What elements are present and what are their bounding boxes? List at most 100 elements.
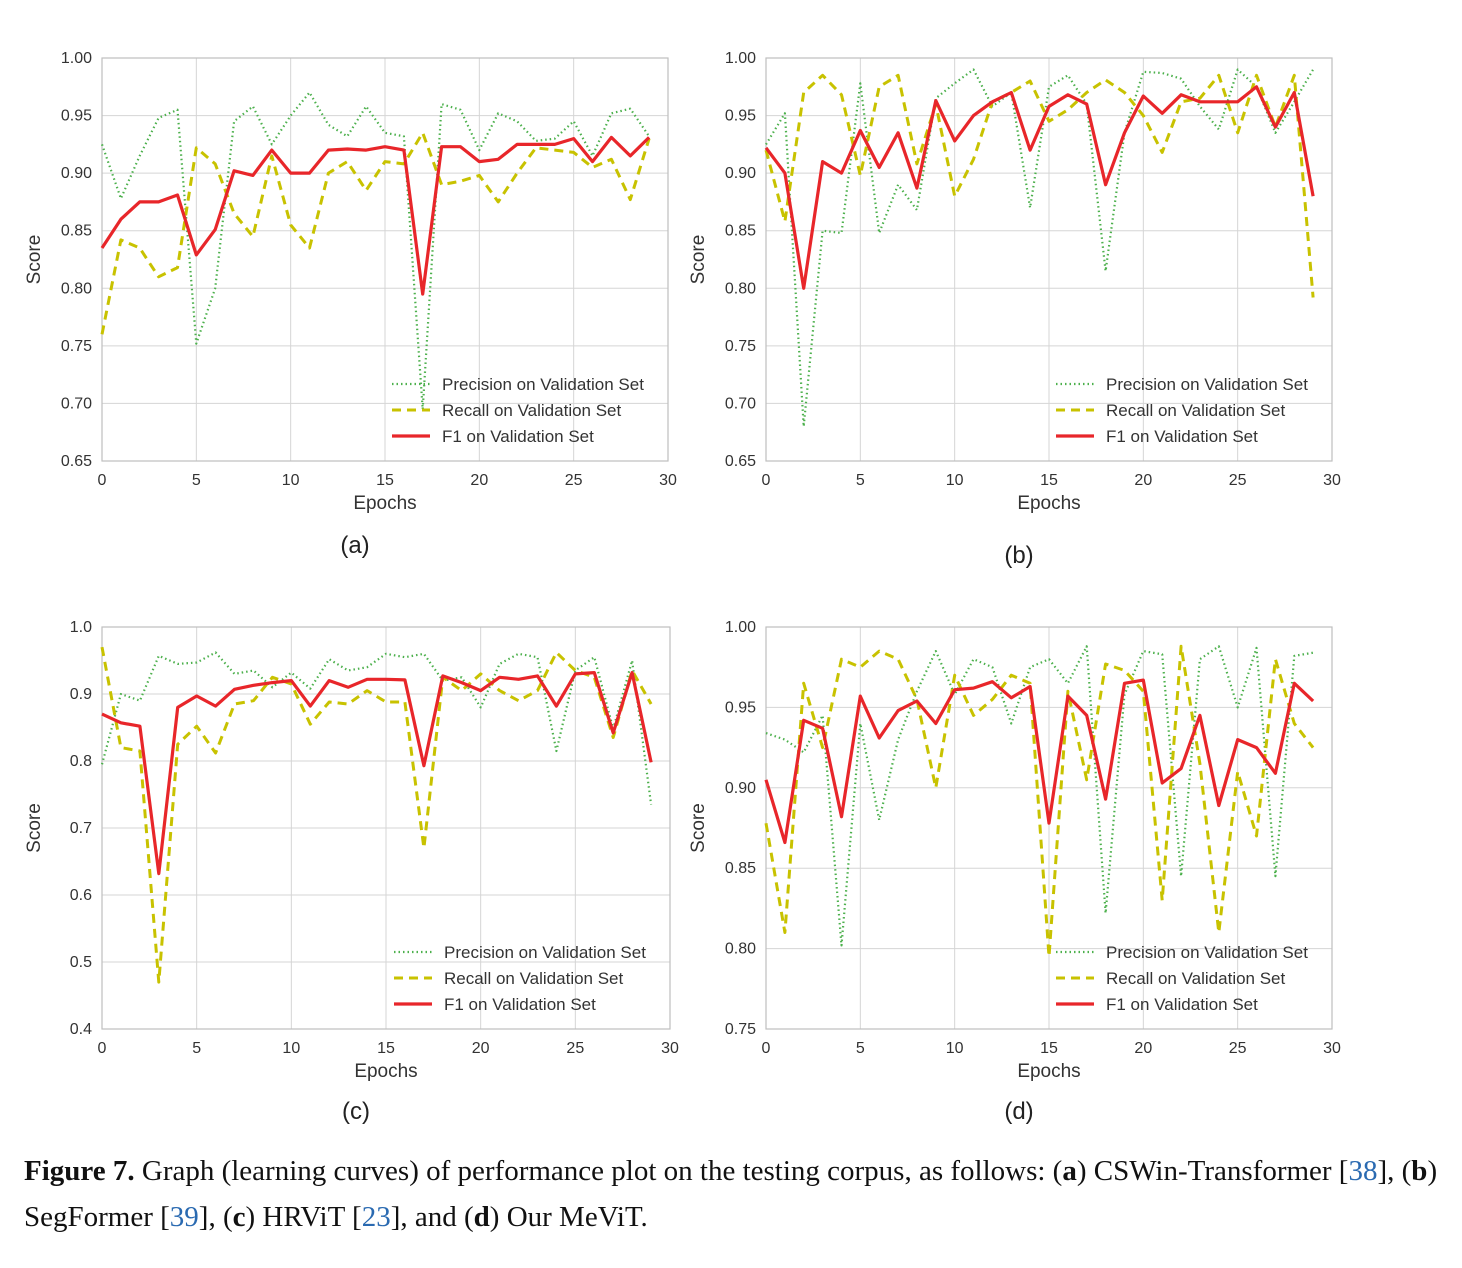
chart-d-legend-entry-f1-on-validation-set: F1 on Validation Set [1106,995,1258,1014]
chart-a-y-tick-label: 0.95 [61,108,92,125]
chart-b-y-axis-label: Score [688,235,709,285]
caption-ref-link-23[interactable]: 23 [361,1201,391,1233]
chart-c-series-f1-on-validation-set [101,670,653,876]
chart-a-series-recall-on-validation-set [100,131,651,335]
chart-b-x-axis-label: Epochs [1017,493,1080,514]
chart-d-x-tick-label: 5 [856,1040,865,1057]
chart-c-x-tick-label: 15 [377,1040,395,1057]
chart-a-legend-entry-recall-on-validation-set: Recall on Validation Set [442,401,622,420]
chart-a-y-tick-label: 0.85 [61,223,92,240]
chart-c-legend-entry-recall-on-validation-set: Recall on Validation Set [444,969,624,988]
chart-d-panel-label: (d) [1004,1098,1033,1125]
caption-text-6: ) HRViT [ [245,1201,362,1233]
chart-b-legend-entry-f1-on-validation-set: F1 on Validation Set [1106,427,1258,446]
chart-d-legend-entry-precision-on-validation-set: Precision on Validation Set [1106,943,1308,962]
chart-c-y-axis-label: Score [24,803,45,853]
chart-b-y-tick-label: 0.85 [725,223,756,240]
chart-c-y-tick-label: 0.6 [70,887,92,904]
chart-d-y-tick-label: 0.90 [725,780,756,797]
chart-a-x-tick-label: 5 [192,472,201,489]
chart-c-frame [101,626,671,1030]
chart-d-x-tick-label: 0 [762,1040,771,1057]
chart-a-y-axis-label: Score [24,235,45,285]
chart-d-x-tick-label: 30 [1323,1040,1341,1057]
chart-b-y-tick-label: 1.00 [725,50,756,67]
caption-text-4: ) SegFormer [ [24,1155,1438,1233]
figure-charts: 0 5 10 15 20 25 300.650.700.750.800.850.900.95… [24,50,1341,1125]
chart-c-y-tick-label: 0.5 [70,954,92,971]
chart-a-y-tick-label: 0.80 [61,280,92,297]
chart-b-y-tick-label: 0.95 [725,108,756,125]
chart-a-x-tick-label: 0 [98,472,107,489]
chart-b-x-tick-label: 15 [1040,472,1058,489]
caption-letter-b: b [1411,1155,1428,1187]
caption-letter-c: c [232,1201,246,1233]
chart-b-y-tick-label: 0.90 [725,165,756,182]
chart-d-y-tick-label: 0.75 [725,1021,756,1038]
chart-a-y-tick-label: 1.00 [61,50,92,67]
chart-d-x-axis-label: Epochs [1017,1061,1080,1082]
caption-ref-link-39[interactable]: 39 [169,1201,199,1233]
chart-a-legend-entry-precision-on-validation-set: Precision on Validation Set [442,375,644,394]
caption-figure-label: Figure 7. [24,1155,135,1187]
chart-b-series-precision-on-validation-set [765,68,1315,428]
chart-d-y-tick-label: 0.85 [725,860,756,877]
chart-b-panel-label: (b) [1004,542,1033,569]
chart-b: 0 5 10 15 20 25 30 0.65 0.70 0.75 0.80 0.85 0.90 0.95… [688,50,1341,569]
chart-b-x-tick-label: 5 [856,472,865,489]
chart-b-frame [765,57,1333,462]
chart-b-legend-entry-precision-on-validation-set: Precision on Validation Set [1106,375,1308,394]
chart-a-y-tick-label: 0.65 [61,453,92,470]
chart-d-y-tick-label: 0.95 [725,699,756,716]
chart-c-y-tick-label: 0.4 [70,1021,92,1038]
chart-a-x-tick-label: 15 [376,472,394,489]
caption-ref-link-38[interactable]: 38 [1348,1155,1378,1187]
chart-a-x-tick-label: 20 [470,472,488,489]
caption-text-3: ], ( [1377,1155,1412,1187]
chart-c-y-tick-label: 1.0 [70,619,92,636]
chart-b-y-tick-label: 0.65 [725,453,756,470]
chart-a-y-tick-label: 0.75 [61,338,92,355]
chart-b-y-tick-label: 0.80 [725,280,756,297]
chart-d-x-tick-label: 10 [946,1040,964,1057]
caption-text-5: ], ( [198,1201,233,1233]
chart-c: 0 5 10 15 20 25 30 0.4 0.5 0.6 0.7 0.8 0.9 1.0 Epochs S… [24,619,679,1125]
chart-a-series-f1-on-validation-set [100,135,651,296]
chart-a-x-tick-label: 25 [565,472,583,489]
chart-a-panel-label: (a) [340,532,369,559]
chart-a-series-precision-on-validation-set [100,91,651,411]
chart-a-legend-entry-f1-on-validation-set: F1 on Validation Set [442,427,594,446]
chart-c-y-tick-label: 0.7 [70,820,92,837]
chart-c-x-tick-label: 10 [282,1040,300,1057]
caption-text-2: ) CSWin-Transformer [ [1076,1155,1349,1187]
chart-c-x-tick-label: 25 [566,1040,584,1057]
chart-d-x-tick-label: 15 [1040,1040,1058,1057]
chart-a-frame [101,57,669,462]
caption-text-7: ], and ( [390,1201,474,1233]
chart-c-x-tick-label: 20 [472,1040,490,1057]
chart-c-x-tick-label: 5 [192,1040,201,1057]
chart-b-x-tick-label: 20 [1134,472,1152,489]
chart-b-legend-entry-recall-on-validation-set: Recall on Validation Set [1106,401,1286,420]
caption-letter-d: d [473,1201,490,1233]
chart-c-series-recall-on-validation-set [100,646,653,984]
chart-b-y-tick-label: 0.70 [725,395,756,412]
chart-d: 0 5 10 15 20 25 30 0.75 0.80 0.85 0.90 0.95 1.00 Epoc… [688,619,1341,1125]
figure-caption: Figure 7. Graph (learning curves) of per… [24,1148,1444,1240]
chart-b-x-tick-label: 0 [762,472,771,489]
chart-c-panel-label: (c) [342,1098,370,1125]
chart-c-x-axis-label: Epochs [354,1061,417,1082]
caption-letter-a: a [1062,1155,1077,1187]
chart-a-y-tick-label: 0.70 [61,395,92,412]
chart-d-y-tick-label: 1.00 [725,619,756,636]
chart-b-y-tick-label: 0.75 [725,338,756,355]
chart-c-legend-entry-f1-on-validation-set: F1 on Validation Set [444,995,596,1014]
caption-text-8: ) Our MeViT. [489,1201,648,1233]
chart-b-series-f1-on-validation-set [764,85,1315,290]
chart-d-y-axis-label: Score [688,803,709,853]
chart-a-x-axis-label: Epochs [353,493,416,514]
chart-d-series-precision-on-validation-set [765,645,1314,947]
chart-b-x-tick-label: 10 [946,472,964,489]
chart-a-y-tick-label: 0.90 [61,165,92,182]
chart-c-x-tick-label: 30 [661,1040,679,1057]
